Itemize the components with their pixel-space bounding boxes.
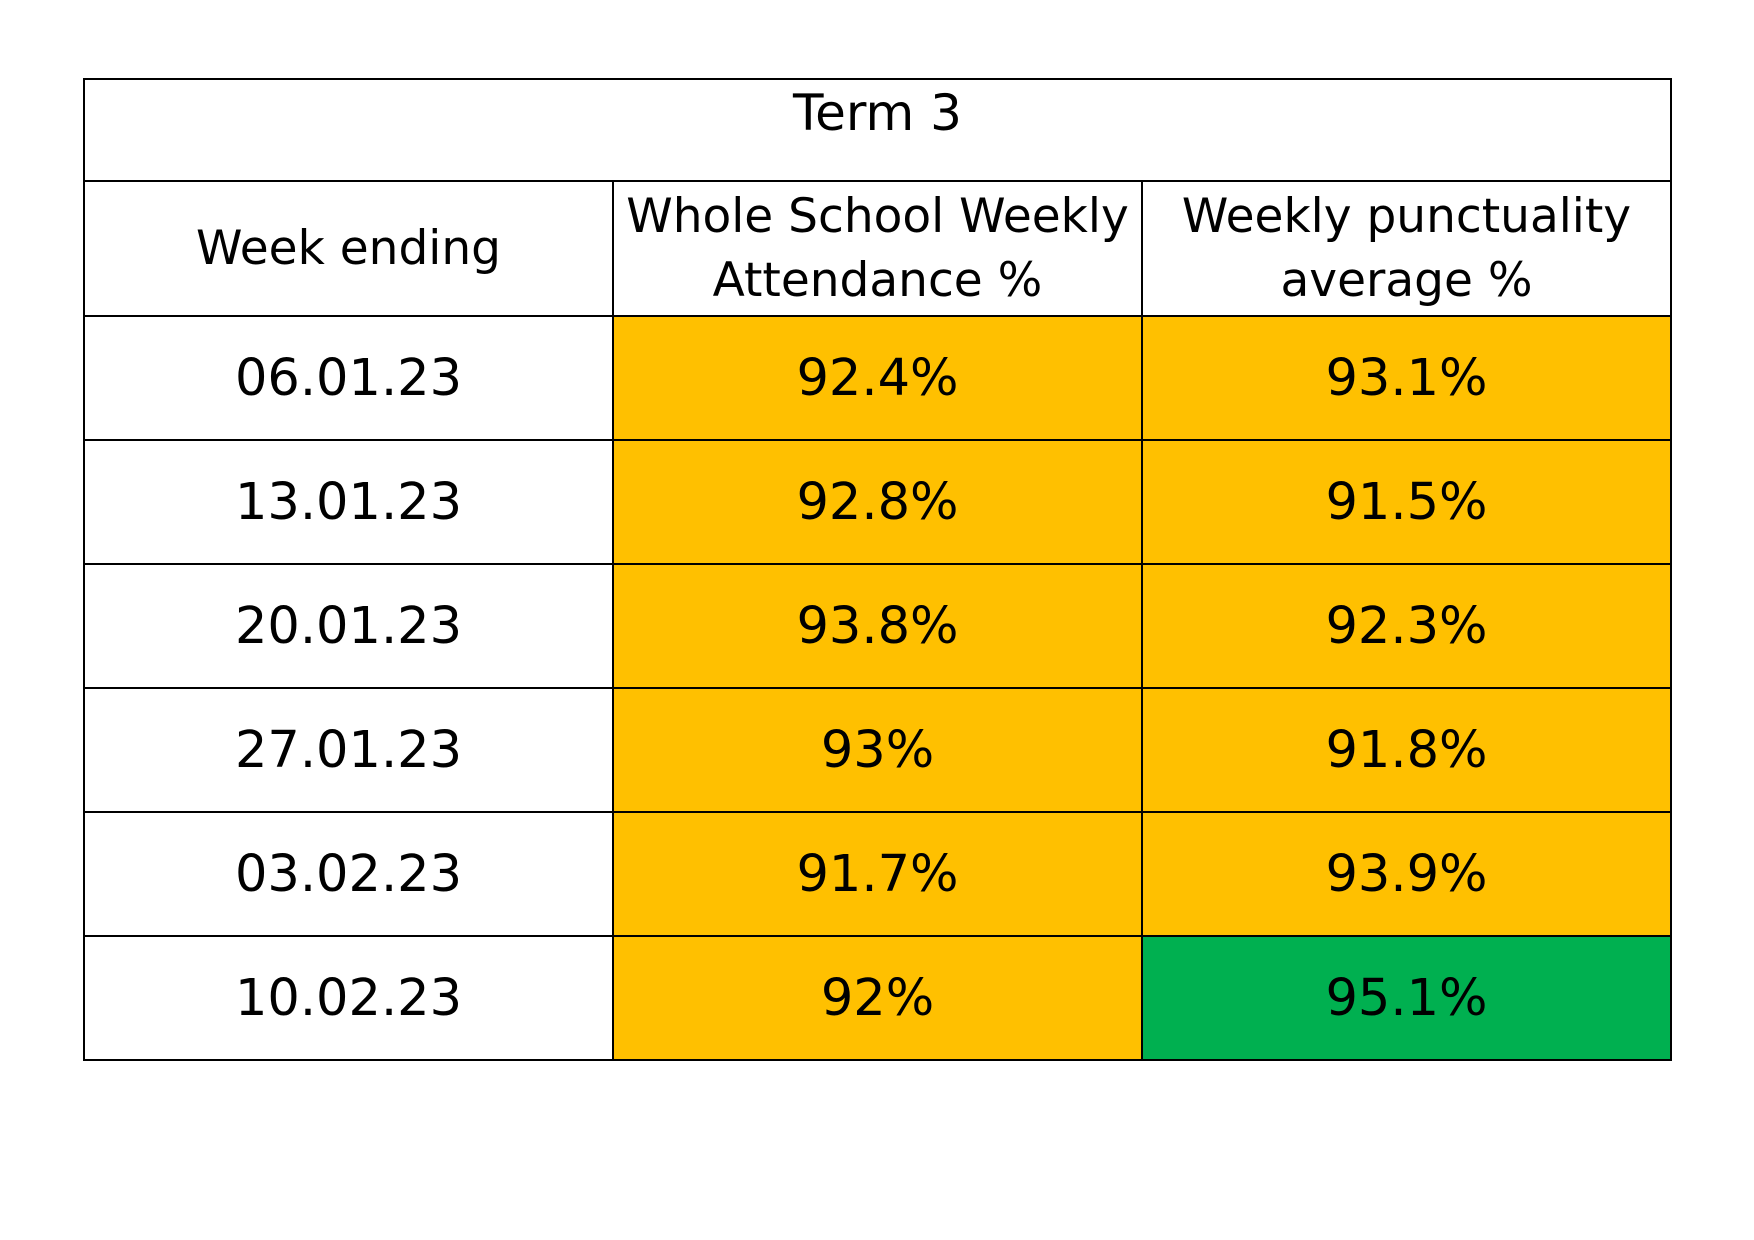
header-punctuality: Weekly punctuality average % — [1141, 180, 1672, 317]
punctuality-cell: 95.1% — [1141, 935, 1672, 1061]
week-cell: 13.01.23 — [83, 439, 614, 565]
week-cell: 06.01.23 — [83, 315, 614, 441]
attendance-table: Term 3 Week ending Whole School Weekly A… — [83, 78, 1672, 1061]
header-row: Week ending Whole School Weekly Attendan… — [83, 180, 1672, 317]
punctuality-cell: 93.9% — [1141, 811, 1672, 937]
punctuality-cell: 92.3% — [1141, 563, 1672, 689]
attendance-cell: 92.8% — [612, 439, 1143, 565]
attendance-cell: 92.4% — [612, 315, 1143, 441]
punctuality-cell: 93.1% — [1141, 315, 1672, 441]
week-cell: 03.02.23 — [83, 811, 614, 937]
attendance-cell: 93.8% — [612, 563, 1143, 689]
table-row: 13.01.23 92.8% 91.5% — [83, 439, 1672, 565]
week-cell: 27.01.23 — [83, 687, 614, 813]
title-row: Term 3 — [83, 78, 1672, 182]
attendance-cell: 93% — [612, 687, 1143, 813]
table-row: 20.01.23 93.8% 92.3% — [83, 563, 1672, 689]
table-row: 10.02.23 92% 95.1% — [83, 935, 1672, 1061]
attendance-cell: 92% — [612, 935, 1143, 1061]
table-row: 03.02.23 91.7% 93.9% — [83, 811, 1672, 937]
table-row: 27.01.23 93% 91.8% — [83, 687, 1672, 813]
punctuality-cell: 91.8% — [1141, 687, 1672, 813]
week-cell: 10.02.23 — [83, 935, 614, 1061]
header-attendance: Whole School Weekly Attendance % — [612, 180, 1143, 317]
attendance-cell: 91.7% — [612, 811, 1143, 937]
table-row: 06.01.23 92.4% 93.1% — [83, 315, 1672, 441]
punctuality-cell: 91.5% — [1141, 439, 1672, 565]
week-cell: 20.01.23 — [83, 563, 614, 689]
table-title: Term 3 — [83, 78, 1672, 182]
header-week-ending: Week ending — [83, 180, 614, 317]
